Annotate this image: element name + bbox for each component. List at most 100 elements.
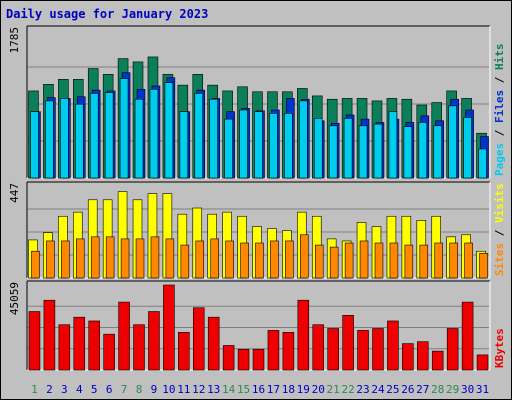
- sites-bar: [374, 242, 384, 279]
- pages-bar: [328, 125, 338, 179]
- kbytes-bar: [357, 330, 369, 371]
- x-tick-label: 19: [297, 383, 310, 396]
- x-tick-label: 14: [222, 383, 236, 396]
- pages-bar: [104, 92, 114, 179]
- pages-bar: [418, 122, 428, 179]
- sites-bar: [180, 244, 190, 279]
- kbytes-bar: [431, 350, 444, 371]
- x-tick-label: 20: [312, 383, 325, 396]
- pages-bar: [75, 103, 84, 179]
- sites-bar: [314, 244, 324, 279]
- kbytes-bar: [118, 301, 130, 371]
- pages-bar: [45, 100, 54, 179]
- sites-bar: [46, 240, 55, 279]
- pages-bar: [164, 82, 174, 179]
- x-tick-label: 23: [356, 383, 369, 396]
- x-tick-label: 11: [177, 383, 190, 396]
- sites-bar: [240, 242, 249, 279]
- x-tick-label: 15: [237, 383, 250, 396]
- pages-bar: [373, 123, 383, 179]
- series-label-sites: Sites: [493, 243, 506, 276]
- x-tick-label: 29: [446, 383, 459, 396]
- sites-bar: [434, 242, 443, 279]
- sites-bar: [61, 240, 70, 279]
- x-tick-label: 7: [121, 383, 128, 396]
- pages-bar: [299, 100, 308, 179]
- sites-bar: [135, 238, 145, 279]
- kbytes-bar: [297, 299, 310, 371]
- pages-bar: [388, 111, 398, 179]
- visitors-ymax-label: 447: [8, 183, 21, 203]
- sites-bar: [449, 242, 458, 279]
- pages-bar: [194, 93, 204, 179]
- kbytes-bar: [43, 299, 56, 371]
- x-tick-label: 9: [151, 383, 158, 396]
- pages-bar: [89, 93, 99, 179]
- kbytes-bar: [133, 324, 145, 371]
- kbytes-bar: [207, 316, 220, 371]
- kbytes-series-labels: KBytes: [493, 328, 506, 368]
- pages-bar: [403, 126, 413, 179]
- sites-bar: [120, 238, 130, 279]
- sites-bar: [344, 242, 354, 279]
- label-separator: /: [493, 123, 506, 143]
- x-tick-label: 5: [91, 383, 98, 396]
- sites-bar: [150, 236, 160, 279]
- pages-bar: [209, 98, 218, 179]
- kbytes-bar: [461, 301, 474, 371]
- x-tick-label: 6: [106, 383, 113, 396]
- kbytes-bar: [73, 316, 86, 371]
- sites-bar: [329, 246, 339, 279]
- pages-bar: [358, 125, 368, 179]
- kbytes-bar: [88, 320, 100, 371]
- sites-bar: [31, 250, 40, 279]
- sites-bar: [359, 240, 369, 279]
- traffic-ymax-label: 1785: [8, 27, 21, 54]
- x-tick-label: 13: [207, 383, 220, 396]
- x-tick-label: 1: [31, 383, 38, 396]
- pages-bar: [30, 111, 39, 179]
- kbytes-bar: [476, 354, 489, 371]
- kbytes-bar: [28, 311, 41, 371]
- x-tick-label: 4: [76, 383, 83, 396]
- pages-bar: [448, 105, 457, 179]
- kbytes-bar: [282, 331, 295, 371]
- kbytes-bar: [327, 328, 339, 371]
- sites-bar: [389, 242, 399, 279]
- sites-bar: [225, 240, 234, 279]
- pages-bar: [239, 109, 248, 179]
- x-tick-label: 10: [162, 383, 175, 396]
- kbytes-bar: [103, 333, 115, 371]
- sites-bar: [165, 238, 175, 279]
- kbytes-bar: [252, 348, 265, 371]
- x-tick-label: 31: [476, 383, 489, 396]
- pages-bar: [179, 111, 189, 179]
- sites-bar: [76, 238, 85, 279]
- pages-bar: [433, 125, 442, 179]
- pages-bar: [463, 117, 472, 179]
- sites-bar: [105, 236, 115, 279]
- x-tick-label: 26: [401, 383, 414, 396]
- series-label-files: Files: [493, 90, 506, 123]
- kbytes-bar: [446, 328, 459, 371]
- kbytes-bar: [267, 330, 280, 371]
- kbytes-bar: [58, 324, 71, 371]
- sites-bar: [404, 244, 414, 279]
- pages-bar: [119, 78, 129, 179]
- x-tick-label: 25: [386, 383, 399, 396]
- pages-bar: [60, 98, 69, 179]
- sites-bar: [419, 244, 429, 279]
- x-tick-label: 17: [267, 383, 280, 396]
- series-label-visits: Visits: [493, 183, 506, 223]
- kbytes-bar: [402, 343, 414, 371]
- series-label-hits: Hits: [493, 44, 506, 71]
- sites-bar: [210, 238, 219, 279]
- sites-bar: [300, 234, 309, 279]
- pages-bar: [254, 111, 263, 179]
- chart-title: Daily usage for January 2023: [6, 7, 209, 21]
- x-tick-label: 18: [282, 383, 295, 396]
- kbytes-bar: [148, 311, 160, 371]
- x-tick-label: 24: [371, 383, 385, 396]
- kbytes-bar: [237, 348, 250, 371]
- x-tick-label: 8: [136, 383, 143, 396]
